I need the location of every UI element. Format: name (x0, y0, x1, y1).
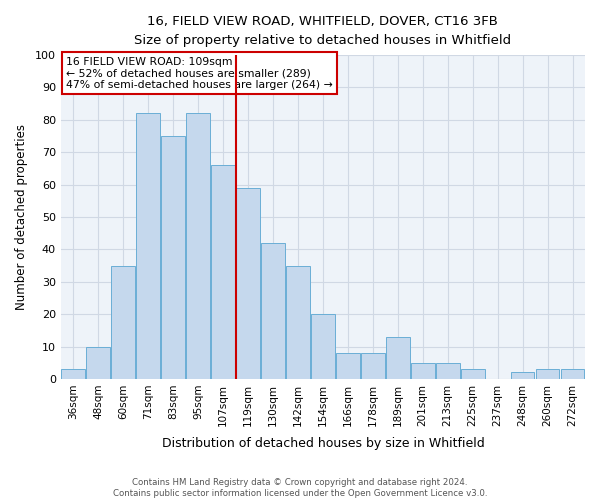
Bar (461, 369, 485, 379)
Bar (311, 314, 335, 379)
Bar (336, 353, 360, 379)
Bar (211, 165, 235, 379)
Bar (511, 372, 535, 379)
X-axis label: Distribution of detached houses by size in Whitfield: Distribution of detached houses by size … (161, 437, 484, 450)
Title: 16, FIELD VIEW ROAD, WHITFIELD, DOVER, CT16 3FB
Size of property relative to det: 16, FIELD VIEW ROAD, WHITFIELD, DOVER, C… (134, 15, 511, 47)
Bar (560, 369, 584, 379)
Text: Contains HM Land Registry data © Crown copyright and database right 2024.
Contai: Contains HM Land Registry data © Crown c… (113, 478, 487, 498)
Bar (411, 362, 434, 379)
Bar (436, 362, 460, 379)
Bar (286, 266, 310, 379)
Bar (361, 353, 385, 379)
Bar (136, 114, 160, 379)
Bar (112, 266, 135, 379)
Bar (186, 114, 210, 379)
Bar (261, 243, 285, 379)
Bar (61, 369, 85, 379)
Bar (236, 188, 260, 379)
Bar (536, 369, 559, 379)
Text: 16 FIELD VIEW ROAD: 109sqm
← 52% of detached houses are smaller (289)
47% of sem: 16 FIELD VIEW ROAD: 109sqm ← 52% of deta… (66, 56, 333, 90)
Y-axis label: Number of detached properties: Number of detached properties (15, 124, 28, 310)
Bar (86, 346, 110, 379)
Bar (161, 136, 185, 379)
Bar (386, 337, 410, 379)
